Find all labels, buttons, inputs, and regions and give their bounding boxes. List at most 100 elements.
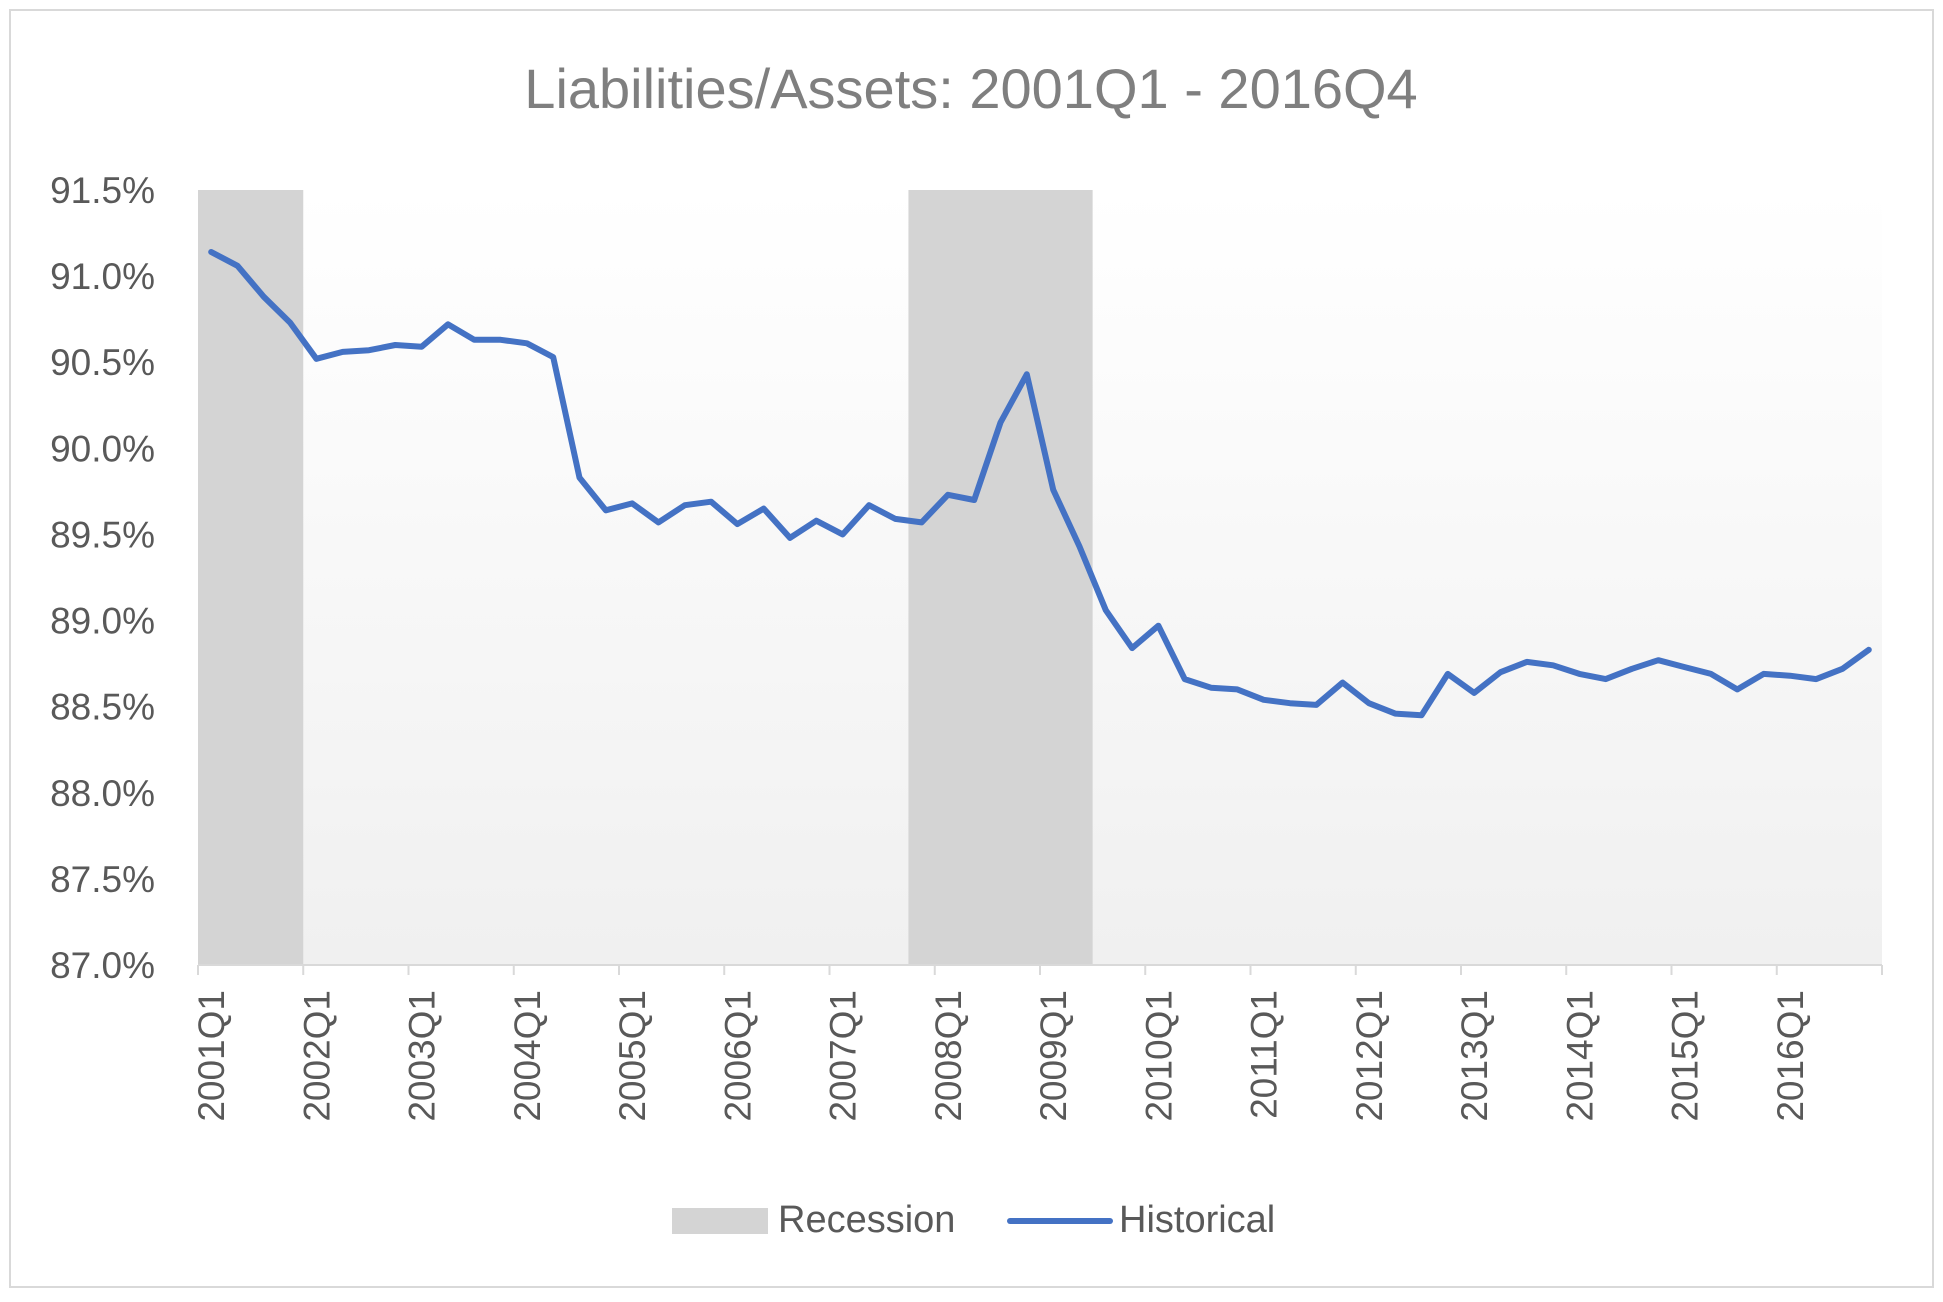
data-point xyxy=(787,535,793,541)
x-tick-label: 2006Q1 xyxy=(717,990,758,1122)
y-tick-label: 90.5% xyxy=(50,342,155,383)
data-point xyxy=(1603,676,1609,682)
y-tick-label: 90.0% xyxy=(50,428,155,469)
y-tick-label: 91.0% xyxy=(50,256,155,297)
data-point xyxy=(1866,647,1872,653)
x-tick-label: 2016Q1 xyxy=(1770,990,1811,1122)
x-tick-label: 2008Q1 xyxy=(928,990,969,1122)
data-point xyxy=(1261,697,1267,703)
data-point xyxy=(1234,686,1240,692)
data-point xyxy=(1129,645,1135,651)
data-point xyxy=(577,475,583,481)
legend-label-recession: Recession xyxy=(778,1199,955,1241)
x-tick-label: 2002Q1 xyxy=(296,990,337,1122)
data-point xyxy=(998,420,1004,425)
data-point xyxy=(734,521,740,527)
data-point xyxy=(1629,666,1635,672)
data-point xyxy=(1024,371,1030,377)
x-axis-tick-labels: 2001Q1 2002Q1 2003Q1 2004Q1 2005Q1 2006Q1 2007… xyxy=(191,990,1811,1122)
data-point xyxy=(1208,685,1214,691)
recession-band xyxy=(908,190,1093,965)
x-tick-label: 2003Q1 xyxy=(402,990,443,1122)
data-point xyxy=(708,499,714,505)
x-tick-label: 2009Q1 xyxy=(1033,990,1074,1122)
data-point xyxy=(761,506,767,512)
data-point xyxy=(1840,666,1846,672)
y-tick-label: 88.5% xyxy=(50,687,155,728)
data-point xyxy=(1471,690,1477,696)
x-tick-label: 2005Q1 xyxy=(612,990,653,1122)
x-axis-tick-marks xyxy=(197,965,1883,975)
data-point xyxy=(1287,700,1293,706)
data-point xyxy=(655,519,661,525)
data-point xyxy=(524,340,530,346)
data-point xyxy=(866,502,872,508)
data-point xyxy=(1155,623,1161,629)
data-point xyxy=(1313,702,1319,708)
data-point xyxy=(629,500,635,506)
data-point xyxy=(1392,711,1398,717)
data-point xyxy=(1787,673,1793,679)
x-tick-label: 2001Q1 xyxy=(191,990,232,1122)
chart-title: Liabilities/Assets: 2001Q1 - 2016Q4 xyxy=(524,57,1417,120)
recession-bands xyxy=(198,190,1093,965)
data-point xyxy=(340,349,346,355)
data-point xyxy=(1340,680,1346,686)
x-tick-label: 2004Q1 xyxy=(507,990,548,1122)
data-point xyxy=(287,320,293,326)
data-point xyxy=(234,263,240,269)
data-point xyxy=(1550,662,1556,668)
x-tick-label: 2013Q1 xyxy=(1454,990,1495,1122)
data-point xyxy=(1576,671,1582,677)
y-tick-label: 89.0% xyxy=(50,601,155,642)
data-point xyxy=(919,519,925,525)
y-tick-label: 88.0% xyxy=(50,773,155,814)
data-point xyxy=(550,354,556,360)
y-tick-label: 87.5% xyxy=(50,859,155,900)
data-point xyxy=(208,249,214,255)
x-tick-label: 2007Q1 xyxy=(823,990,864,1122)
data-point xyxy=(1682,664,1688,670)
data-point xyxy=(261,294,267,300)
x-tick-label: 2014Q1 xyxy=(1559,990,1600,1122)
data-point xyxy=(498,337,504,343)
data-point xyxy=(1050,487,1056,493)
data-point xyxy=(813,518,819,524)
data-point xyxy=(1445,671,1451,677)
data-point xyxy=(1076,544,1082,549)
data-point xyxy=(971,497,977,503)
data-point xyxy=(1497,669,1503,675)
data-point xyxy=(1655,657,1661,663)
data-point xyxy=(1734,686,1740,692)
recession-band xyxy=(198,190,304,965)
data-point xyxy=(1419,712,1425,718)
data-point xyxy=(445,321,451,327)
data-point xyxy=(1813,676,1819,682)
data-point xyxy=(1524,659,1530,665)
data-point xyxy=(892,516,898,522)
data-point xyxy=(366,347,372,353)
data-point xyxy=(840,531,846,537)
x-tick-label: 2015Q1 xyxy=(1665,990,1706,1122)
data-point xyxy=(419,344,425,350)
data-point xyxy=(1708,671,1714,677)
data-point xyxy=(603,507,609,513)
data-point xyxy=(682,502,688,508)
data-point xyxy=(392,342,398,348)
data-point xyxy=(1761,671,1767,677)
legend: Recession Historical xyxy=(672,1199,1275,1241)
legend-label-historical: Historical xyxy=(1119,1199,1275,1241)
series-historical xyxy=(208,249,1872,719)
legend-swatch-recession xyxy=(672,1208,768,1234)
data-point xyxy=(471,337,477,343)
x-tick-label: 2010Q1 xyxy=(1138,990,1179,1122)
y-tick-label: 91.5% xyxy=(50,170,155,211)
y-axis-tick-labels: 91.5% 91.0% 90.5% 90.0% 89.5% 89.0% 88.5% 88.0%… xyxy=(50,170,155,986)
data-point xyxy=(1103,607,1109,613)
y-tick-label: 89.5% xyxy=(50,514,155,555)
data-point xyxy=(1182,676,1188,682)
data-point xyxy=(945,492,951,498)
data-point xyxy=(313,356,319,362)
